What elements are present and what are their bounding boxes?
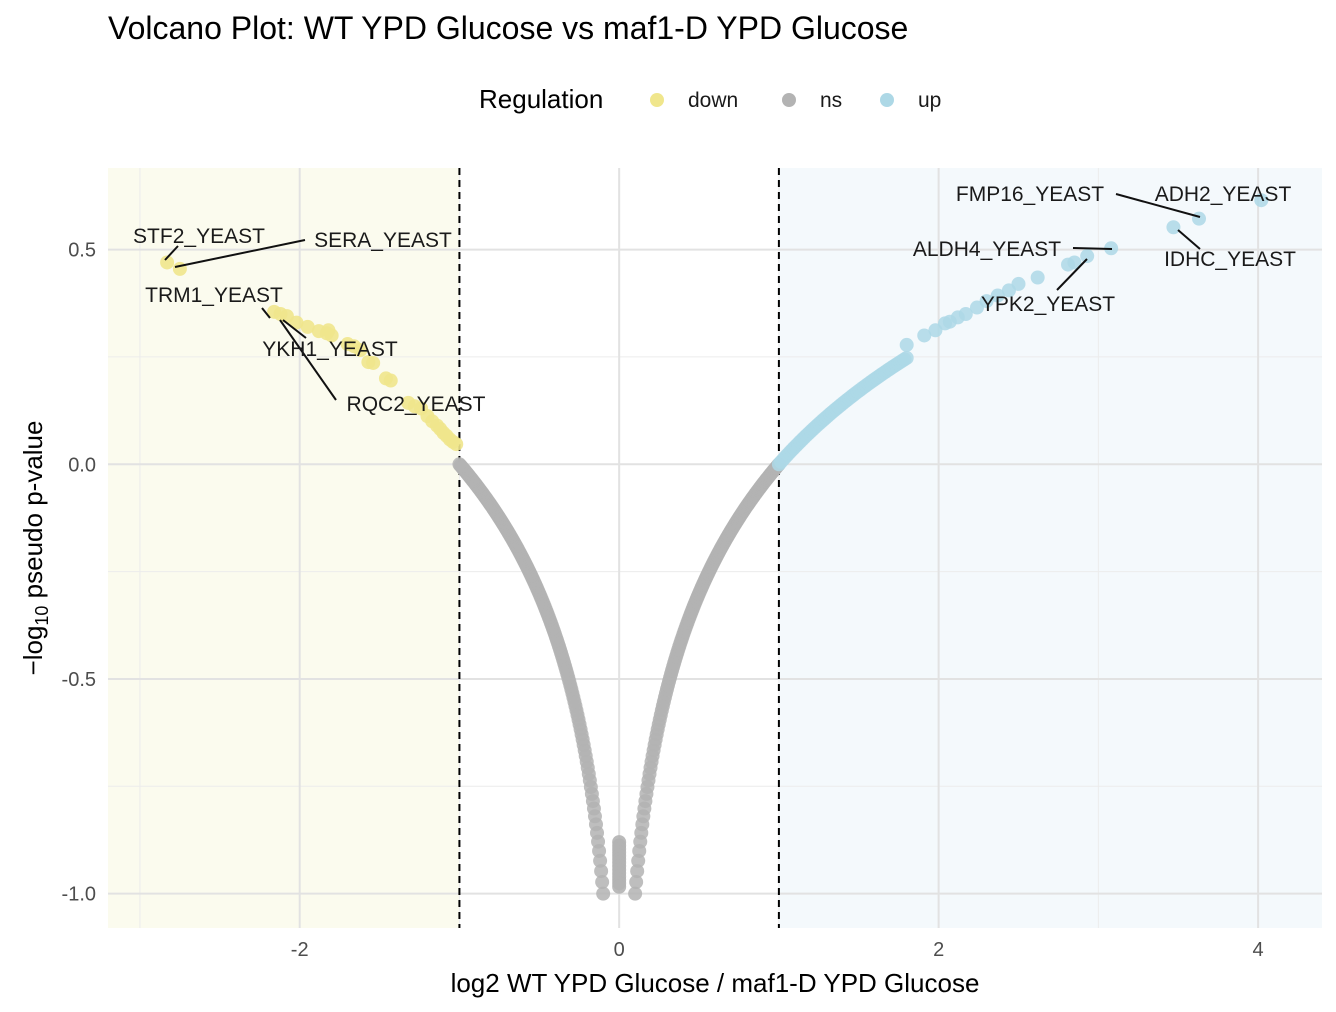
leader-line <box>174 239 306 268</box>
leader-line <box>261 307 271 319</box>
y-axis-label-suffix: pseudo p-value <box>18 421 48 606</box>
legend-dot-up <box>880 93 894 107</box>
ns-point <box>596 886 611 901</box>
ns-point <box>452 457 467 472</box>
up-point <box>969 300 984 315</box>
x-tick-label: 0 <box>614 939 625 961</box>
ns-point <box>628 886 643 901</box>
point-labels: STF2_YEAST SERA_YEAST TRM1_YEAST YKH1_YEAST… <box>133 183 1296 416</box>
up-point <box>990 288 1005 303</box>
down-point <box>366 355 381 370</box>
leader-line <box>1115 193 1201 218</box>
up-point <box>899 337 914 352</box>
point-label: ALDH4_YEAST <box>913 238 1061 261</box>
x-tick-labels: -2 0 2 4 <box>291 939 1264 961</box>
up-point <box>899 350 914 365</box>
ns-point <box>629 875 644 890</box>
legend-dot-ns <box>782 93 796 107</box>
up-point <box>928 323 943 338</box>
x-tick-label: 4 <box>1253 939 1264 961</box>
point-label: YKH1_YEAST <box>262 338 398 361</box>
y-tick-label: 0.0 <box>68 454 96 476</box>
leader-line <box>279 319 337 401</box>
point-label: RQC2_YEAST <box>347 393 486 416</box>
ns-point <box>594 864 609 879</box>
legend: Regulation down ns up <box>0 82 1336 118</box>
y-tick-labels: -1.0 -0.5 0.0 0.5 <box>62 240 96 906</box>
up-region <box>778 168 1322 928</box>
point-label: STF2_YEAST <box>133 225 265 248</box>
up-point <box>1001 283 1016 298</box>
legend-title: Regulation <box>479 84 604 114</box>
down-point <box>160 255 175 270</box>
legend-dot-down <box>650 93 664 107</box>
y-axis-label: −log10 pseudo p-value <box>18 421 52 676</box>
up-points <box>771 193 1269 472</box>
leader-line <box>1056 258 1088 291</box>
leader-line <box>164 245 179 261</box>
up-point <box>917 328 932 343</box>
y-axis-label-subscript: 10 <box>32 606 52 626</box>
x-tick-label: 2 <box>933 939 944 961</box>
down-point <box>300 319 315 334</box>
y-tick-label: -1.0 <box>62 884 96 906</box>
down-point <box>449 437 464 452</box>
grid-lines <box>108 168 1322 928</box>
point-label: SERA_YEAST <box>314 229 452 252</box>
leader-line <box>282 319 307 339</box>
point-label: IDHC_YEAST <box>1164 248 1296 271</box>
leader-line <box>1072 247 1113 250</box>
y-tick-label: -0.5 <box>62 669 96 691</box>
down-point <box>321 323 336 338</box>
up-point <box>1061 257 1076 272</box>
ns-point <box>595 875 610 890</box>
label-leader-lines <box>164 193 1201 401</box>
x-axis-label: log2 WT YPD Glucose / maf1-D YPD Glucose <box>451 968 980 998</box>
down-region <box>108 168 460 928</box>
down-point <box>289 315 304 330</box>
down-point <box>383 373 398 388</box>
legend-label-down: down <box>688 89 739 112</box>
point-label: YPK2_YEAST <box>981 293 1115 316</box>
ns-points <box>452 457 786 901</box>
down-points <box>160 255 464 452</box>
ns-point <box>612 879 627 894</box>
point-label: TRM1_YEAST <box>145 284 283 307</box>
up-point <box>1030 270 1045 285</box>
ns-point <box>630 864 645 879</box>
point-label: ADH2_YEAST <box>1155 183 1292 206</box>
y-tick-label: 0.5 <box>68 240 96 262</box>
chart-title: Volcano Plot: WT YPD Glucose vs maf1-D Y… <box>108 10 909 46</box>
legend-label-ns: ns <box>820 89 843 112</box>
up-point <box>1166 220 1181 235</box>
leader-line <box>1177 229 1201 250</box>
y-axis-label-prefix: −log <box>18 626 48 676</box>
up-point <box>1192 211 1207 226</box>
up-point <box>1254 193 1269 208</box>
region-backgrounds <box>108 168 1322 928</box>
x-tick-label: -2 <box>291 939 309 961</box>
threshold-lines <box>458 168 780 928</box>
up-point <box>1080 249 1095 264</box>
legend-label-up: up <box>918 89 942 112</box>
down-point <box>353 343 368 358</box>
point-label: FMP16_YEAST <box>956 183 1104 206</box>
